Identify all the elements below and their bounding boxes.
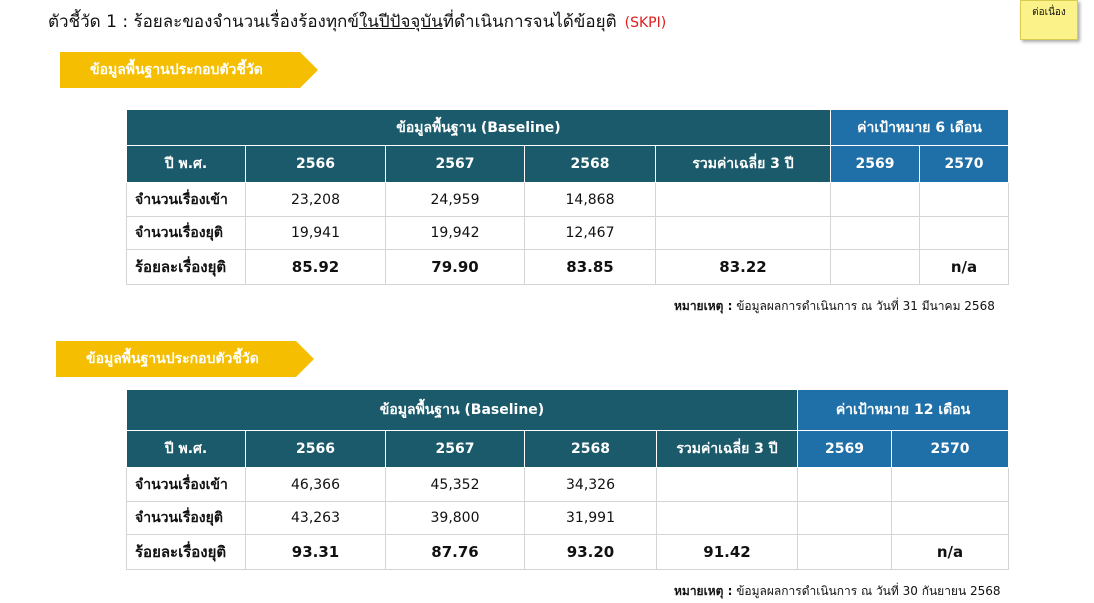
cell (830, 216, 920, 250)
column-header: 2569 (797, 430, 892, 468)
skpi-tag: (SKPI) (624, 15, 667, 31)
cell (797, 501, 892, 535)
remark-text: ข้อมูลผลการดำเนินการ ณ วันที่ 30 กันยายน… (732, 584, 1001, 598)
cell: 39,800 (385, 501, 525, 535)
column-header: 2566 (245, 145, 386, 183)
column-header: 2568 (524, 145, 656, 183)
page-title: ตัวชี้วัด 1 : ร้อยละของจำนวนเรื่องร้องทุ… (48, 8, 666, 35)
column-header: ปี พ.ศ. (126, 430, 246, 468)
cell (891, 467, 1009, 502)
cell (656, 467, 798, 502)
table-row: จำนวนเรื่องยุติ 43,263 39,800 31,991 (126, 501, 1009, 535)
cell: n/a (891, 534, 1009, 570)
cell: 34,326 (524, 467, 657, 502)
cell: 83.85 (524, 249, 656, 285)
cell (655, 216, 831, 250)
row-label: ร้อยละเรื่องยุติ (126, 534, 246, 570)
remark-label: หมายเหตุ : (674, 584, 733, 598)
cell: 43,263 (245, 501, 386, 535)
row-label: จำนวนเรื่องเข้า (126, 467, 246, 502)
cell: 14,868 (524, 182, 656, 217)
section-banner: ข้อมูลพื้นฐานประกอบตัวชี้วัด (56, 341, 314, 377)
cell (797, 534, 892, 570)
cell: 46,366 (245, 467, 386, 502)
column-header: ปี พ.ศ. (126, 145, 246, 183)
title-prefix: ตัวชี้วัด 1 : ร้อยละของจำนวนเรื่องร้องทุ… (48, 12, 359, 32)
row-label: จำนวนเรื่องยุติ (126, 216, 246, 250)
column-header: 2570 (919, 145, 1009, 183)
column-header: 2566 (245, 430, 386, 468)
cell (655, 182, 831, 217)
row-label: จำนวนเรื่องยุติ (126, 501, 246, 535)
table-row: ร้อยละเรื่องยุติ 93.31 87.76 93.20 91.42 n/a (126, 534, 1009, 570)
cell (830, 249, 920, 285)
baseline-table: ข้อมูลพื้นฐาน (Baseline) ค่าเป้าหมาย 6 เด… (126, 109, 1009, 285)
cell (919, 216, 1009, 250)
section-banner: ข้อมูลพื้นฐานประกอบตัวชี้วัด (60, 52, 318, 88)
cell (830, 182, 920, 217)
column-header: 2570 (891, 430, 1009, 468)
cell (891, 501, 1009, 535)
cell: 85.92 (245, 249, 386, 285)
cell (797, 467, 892, 502)
cell: n/a (919, 249, 1009, 285)
target-header: ค่าเป้าหมาย 12 เดือน (797, 389, 1009, 431)
column-header: 2568 (524, 430, 657, 468)
remark: หมายเหตุ : ข้อมูลผลการดำเนินการ ณ วันที่… (674, 582, 1001, 601)
cell: 19,942 (385, 216, 525, 250)
cell: 79.90 (385, 249, 525, 285)
column-header: 2569 (830, 145, 920, 183)
cell: 12,467 (524, 216, 656, 250)
baseline-table: ข้อมูลพื้นฐาน (Baseline) ค่าเป้าหมาย 12 เ… (126, 389, 1009, 570)
column-header: รวมค่าเฉลี่ย 3 ปี (656, 430, 798, 468)
cell: 93.20 (524, 534, 657, 570)
title-underlined: ในปีปัจจุบัน (358, 12, 443, 32)
column-header: 2567 (385, 145, 525, 183)
target-header: ค่าเป้าหมาย 6 เดือน (830, 109, 1009, 146)
cell: 93.31 (245, 534, 386, 570)
cell: 23,208 (245, 182, 386, 217)
cell: 24,959 (385, 182, 525, 217)
baseline-header: ข้อมูลพื้นฐาน (Baseline) (126, 109, 831, 146)
baseline-header: ข้อมูลพื้นฐาน (Baseline) (126, 389, 798, 431)
table-row: จำนวนเรื่องเข้า 23,208 24,959 14,868 (126, 182, 1009, 217)
cell: 91.42 (656, 534, 798, 570)
column-header: รวมค่าเฉลี่ย 3 ปี (655, 145, 831, 183)
table-row: ร้อยละเรื่องยุติ 85.92 79.90 83.85 83.22 n/a (126, 249, 1009, 285)
row-label: ร้อยละเรื่องยุติ (126, 249, 246, 285)
column-header: 2567 (385, 430, 525, 468)
remark: หมายเหตุ : ข้อมูลผลการดำเนินการ ณ วันที่… (674, 297, 995, 316)
cell: 87.76 (385, 534, 525, 570)
title-suffix: ที่ดำเนินการจนได้ข้อยุติ (442, 12, 617, 32)
cell: 31,991 (524, 501, 657, 535)
cell (656, 501, 798, 535)
cell: 45,352 (385, 467, 525, 502)
cell: 83.22 (655, 249, 831, 285)
remark-text: ข้อมูลผลการดำเนินการ ณ วันที่ 31 มีนาคม … (732, 299, 995, 313)
cell: 19,941 (245, 216, 386, 250)
table-row: จำนวนเรื่องเข้า 46,366 45,352 34,326 (126, 467, 1009, 502)
cell (919, 182, 1009, 217)
row-label: จำนวนเรื่องเข้า (126, 182, 246, 217)
remark-label: หมายเหตุ : (674, 299, 733, 313)
sticky-note: ต่อเนื่อง (1020, 0, 1078, 40)
table-row: จำนวนเรื่องยุติ 19,941 19,942 12,467 (126, 216, 1009, 250)
